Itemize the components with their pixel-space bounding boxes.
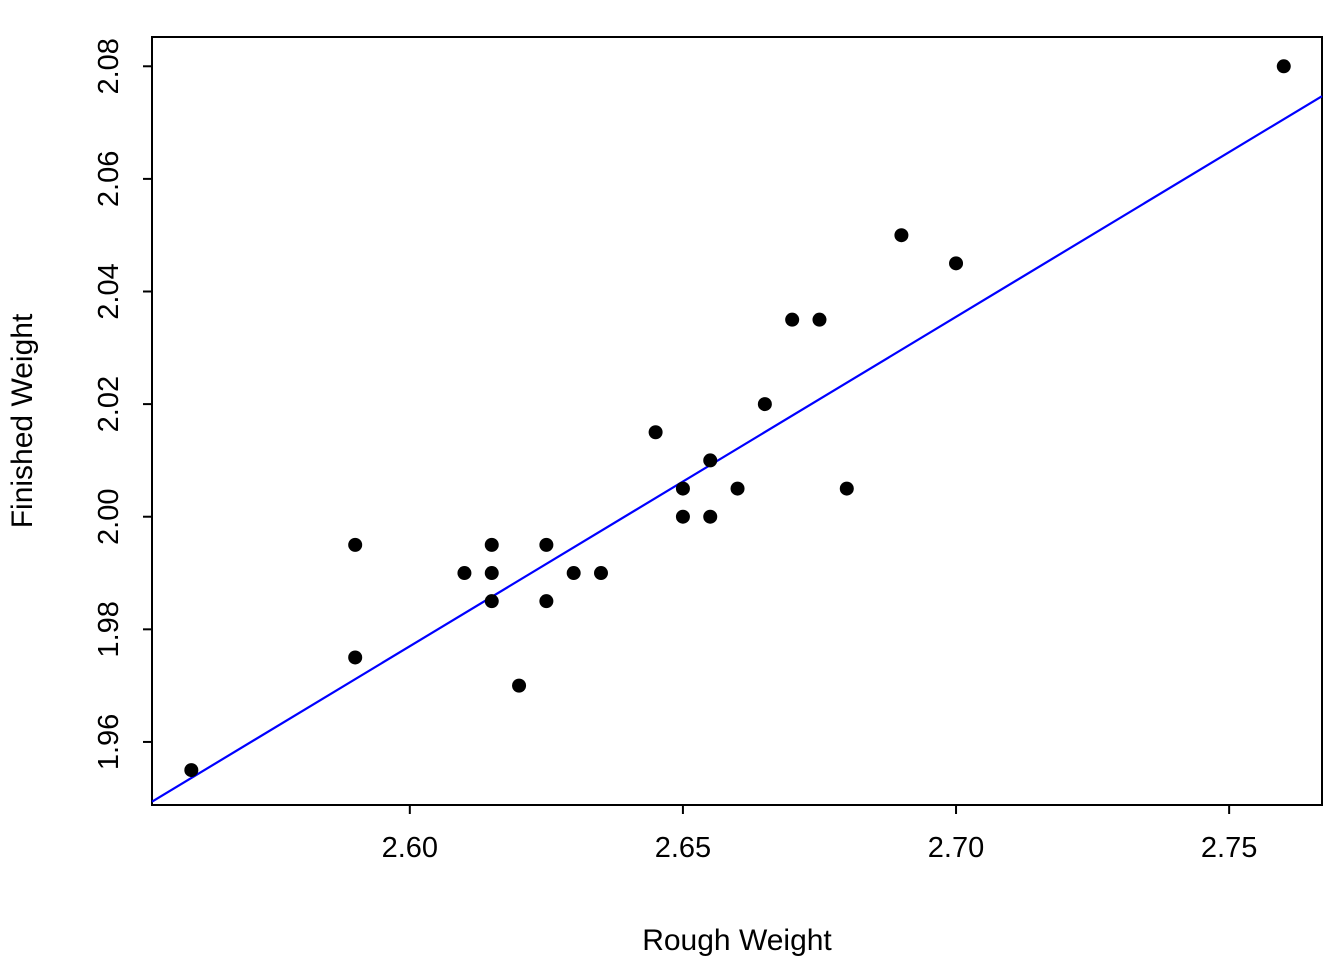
data-point [812, 312, 827, 327]
data-point [484, 537, 499, 552]
x-axis-title: Rough Weight [642, 924, 832, 957]
data-point [348, 537, 363, 552]
y-axis-tick-label: 2.02 [93, 376, 125, 432]
data-point [512, 678, 527, 693]
data-point [730, 481, 745, 496]
y-axis-tick-label: 2.00 [93, 488, 125, 544]
data-point [675, 509, 690, 524]
data-point [593, 566, 608, 581]
data-point [949, 256, 964, 271]
data-point [1276, 59, 1291, 74]
data-point [703, 509, 718, 524]
y-axis-title: Finished Weight [6, 313, 39, 528]
x-axis-tick-label: 2.75 [1201, 832, 1257, 864]
data-point [539, 537, 554, 552]
y-axis-tick-label: 1.96 [93, 714, 125, 770]
data-point [675, 481, 690, 496]
plot-box [151, 36, 1323, 806]
data-point [484, 594, 499, 609]
data-point [703, 453, 718, 468]
y-axis-tick-label: 2.06 [93, 151, 125, 207]
x-axis-tick-label: 2.70 [928, 832, 984, 864]
data-point [484, 566, 499, 581]
data-point [457, 566, 472, 581]
data-point [839, 481, 854, 496]
x-axis-tick-label: 2.60 [382, 832, 438, 864]
data-point [894, 228, 909, 243]
data-point [184, 763, 199, 778]
data-point [757, 397, 772, 412]
data-point [566, 566, 581, 581]
regression-line [151, 95, 1323, 803]
data-point [785, 312, 800, 327]
data-point [539, 594, 554, 609]
y-axis-tick-label: 2.08 [93, 38, 125, 94]
y-axis-tick-label: 1.98 [93, 601, 125, 657]
y-axis-tick-label: 2.04 [93, 263, 125, 319]
x-axis-tick-label: 2.65 [655, 832, 711, 864]
data-point [348, 650, 363, 665]
data-point [648, 425, 663, 440]
